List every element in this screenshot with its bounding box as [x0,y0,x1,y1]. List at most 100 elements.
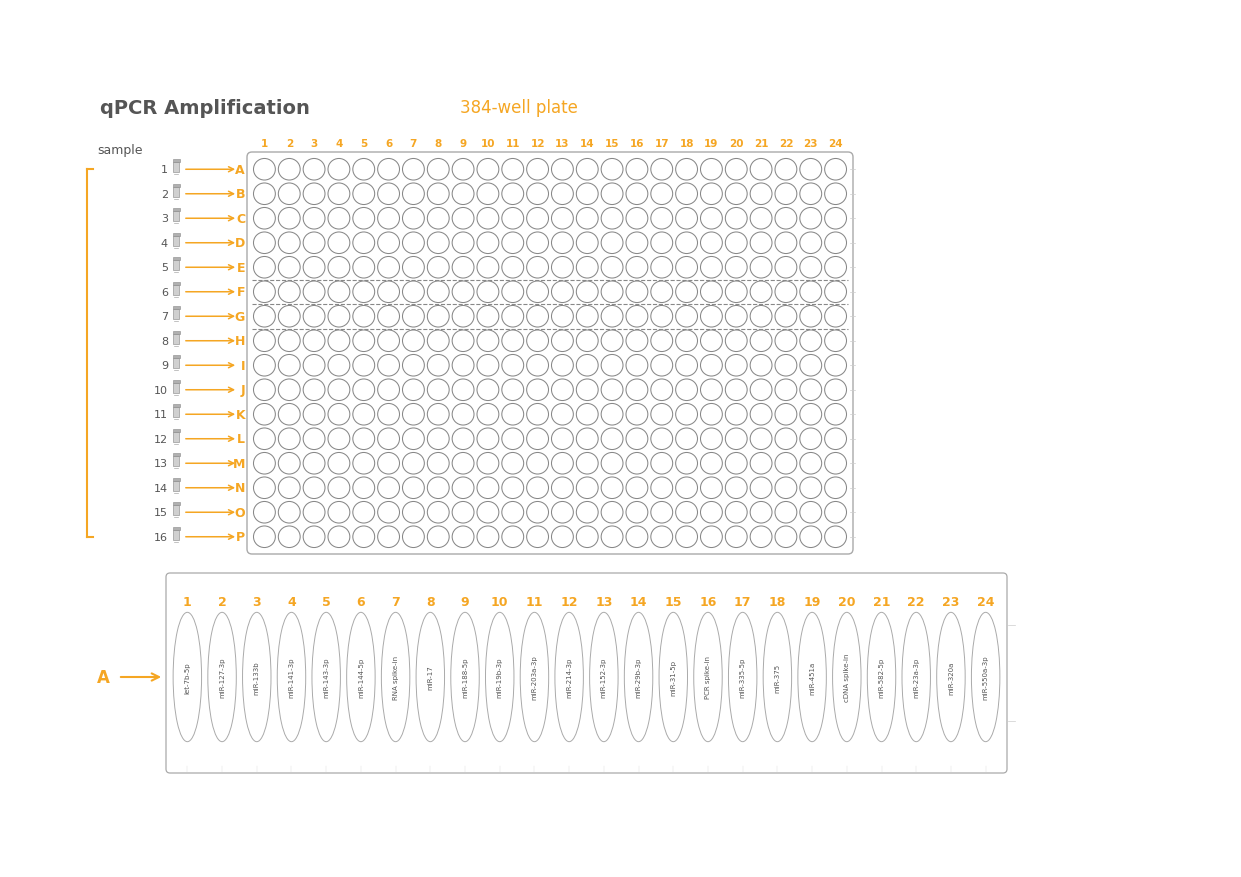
Text: D: D [235,237,244,250]
Ellipse shape [750,453,772,474]
Bar [172,334,179,344]
Text: miR-17: miR-17 [427,665,433,689]
Ellipse shape [551,208,573,230]
Ellipse shape [675,232,697,254]
Ellipse shape [452,331,474,353]
Ellipse shape [675,331,697,353]
Bar [172,237,179,246]
Ellipse shape [427,306,449,328]
Text: 2: 2 [285,139,293,149]
Ellipse shape [750,404,772,425]
Ellipse shape [675,282,697,303]
Ellipse shape [825,526,846,548]
Ellipse shape [799,404,822,425]
Ellipse shape [452,477,474,499]
Ellipse shape [867,613,896,742]
Ellipse shape [328,257,350,279]
Bar [172,332,180,334]
Ellipse shape [427,355,449,376]
Ellipse shape [427,429,449,450]
Ellipse shape [352,477,375,499]
Bar [172,503,180,506]
Ellipse shape [625,331,648,353]
Ellipse shape [253,282,276,303]
Ellipse shape [278,453,300,474]
Ellipse shape [278,429,300,450]
Ellipse shape [452,502,474,524]
Ellipse shape [589,613,618,742]
Ellipse shape [526,355,549,376]
Ellipse shape [725,477,747,499]
Ellipse shape [833,613,861,742]
Text: miR-335-5p: miR-335-5p [740,657,746,697]
Ellipse shape [303,355,325,376]
Ellipse shape [427,282,449,303]
Text: 12: 12 [561,595,578,609]
Ellipse shape [972,613,1000,742]
Ellipse shape [303,184,325,205]
Ellipse shape [799,257,822,279]
Ellipse shape [601,160,623,181]
Ellipse shape [526,208,549,230]
Bar [172,453,180,457]
Text: 18: 18 [679,139,694,149]
Text: miR-19b-3p: miR-19b-3p [496,657,503,697]
Text: 384-well plate: 384-well plate [460,99,578,117]
Ellipse shape [625,502,648,524]
Ellipse shape [501,380,524,401]
Ellipse shape [526,429,549,450]
Ellipse shape [452,160,474,181]
Ellipse shape [526,257,549,279]
Ellipse shape [501,453,524,474]
Ellipse shape [750,160,772,181]
Text: 13: 13 [154,459,168,468]
Ellipse shape [427,404,449,425]
Ellipse shape [526,380,549,401]
Ellipse shape [526,502,549,524]
Bar [172,359,179,368]
Ellipse shape [750,208,772,230]
Ellipse shape [303,429,325,450]
Ellipse shape [601,526,623,548]
Ellipse shape [278,355,300,376]
Ellipse shape [650,160,673,181]
Ellipse shape [576,380,598,401]
Ellipse shape [650,355,673,376]
Text: L: L [237,432,244,446]
Ellipse shape [700,257,722,279]
Ellipse shape [501,184,524,205]
Ellipse shape [377,355,400,376]
Ellipse shape [303,380,325,401]
Bar [172,233,180,237]
Ellipse shape [253,257,276,279]
Text: cDNA spike-in: cDNA spike-in [844,653,850,702]
Bar [172,432,179,442]
Ellipse shape [551,380,573,401]
Ellipse shape [253,331,276,353]
Text: 23: 23 [942,595,959,609]
Ellipse shape [774,257,797,279]
Ellipse shape [501,502,524,524]
Ellipse shape [725,331,747,353]
Ellipse shape [352,502,375,524]
Ellipse shape [452,232,474,254]
Ellipse shape [700,526,722,548]
Ellipse shape [253,453,276,474]
Bar [172,188,179,197]
Ellipse shape [377,208,400,230]
Ellipse shape [625,306,648,328]
Ellipse shape [377,526,400,548]
Text: 24: 24 [977,595,994,609]
Bar [172,209,180,212]
Ellipse shape [311,613,340,742]
Ellipse shape [555,613,583,742]
Ellipse shape [402,404,424,425]
Ellipse shape [675,257,697,279]
Ellipse shape [700,429,722,450]
Ellipse shape [601,184,623,205]
Ellipse shape [625,184,648,205]
Ellipse shape [377,282,400,303]
Ellipse shape [700,404,722,425]
Ellipse shape [427,477,449,499]
Ellipse shape [725,232,747,254]
